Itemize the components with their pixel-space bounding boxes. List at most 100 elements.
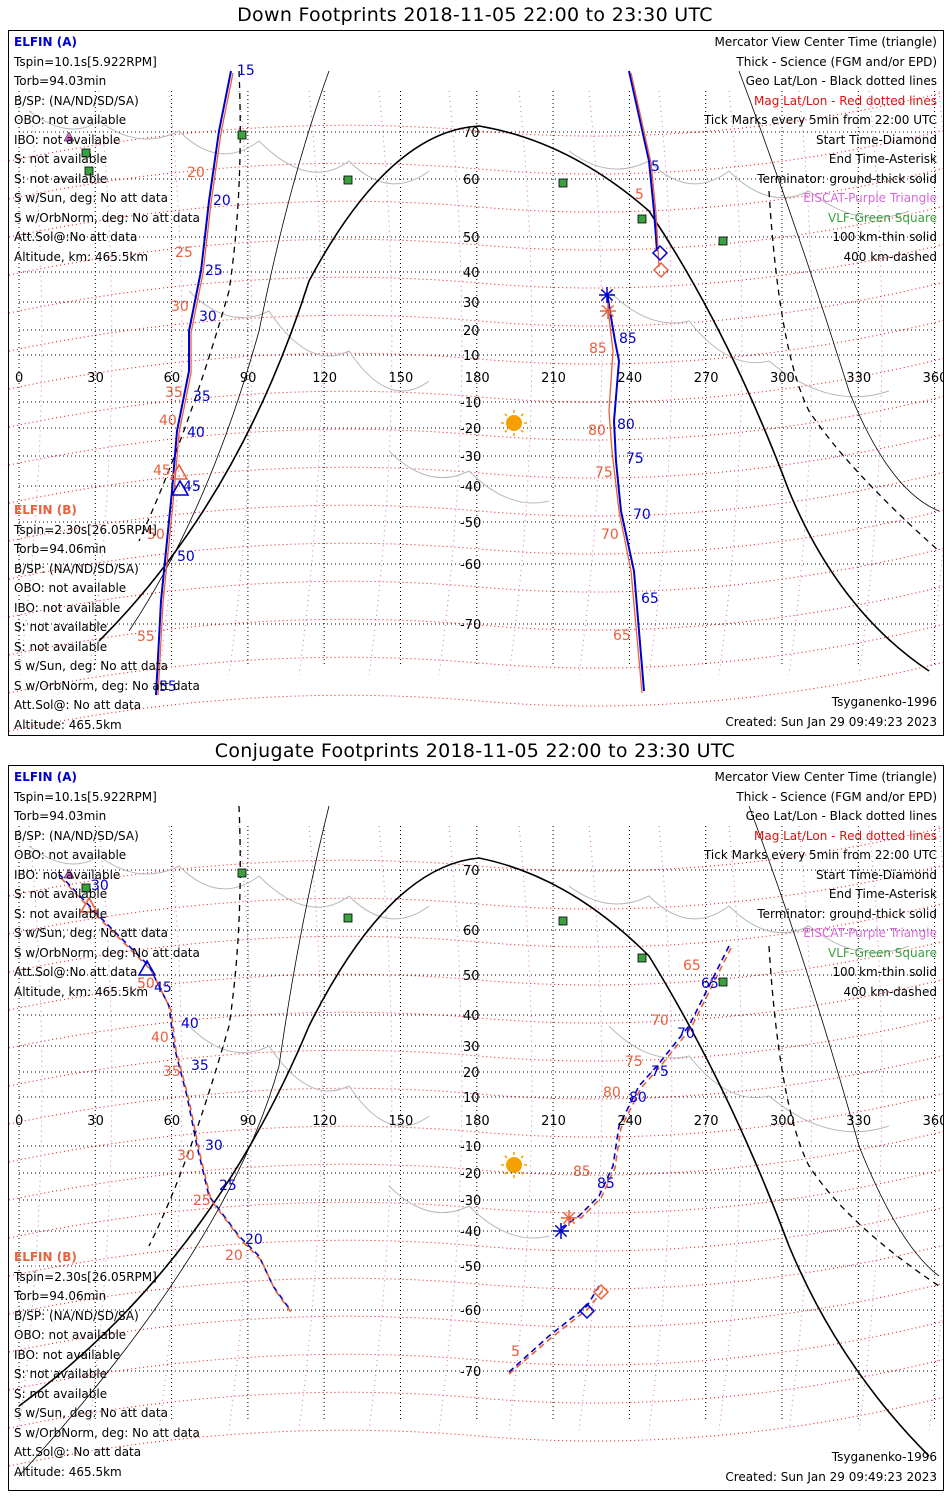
track-tick-label: 85	[619, 331, 637, 347]
mag-parallel	[9, 243, 943, 314]
track-tick-label: 20	[187, 165, 205, 181]
track-tick-label: 5	[651, 159, 660, 175]
map-markers	[63, 130, 728, 496]
lat-tick-label: 60	[463, 924, 480, 939]
legend-100km: 100 km-thin solid	[832, 230, 937, 244]
coastlines	[28, 110, 910, 504]
lon-tick-label: 30	[87, 371, 104, 386]
mag-meridian	[858, 825, 883, 1431]
mag-meridian	[578, 90, 603, 676]
elfin-a-track-east	[628, 70, 658, 252]
elfin-a-s1: S: not available	[14, 887, 108, 901]
track-tick-label: 30	[91, 878, 109, 894]
track-tick-label: 5	[635, 187, 644, 203]
lat-tick-label: -70	[460, 1365, 481, 1380]
vlf-station-square	[558, 178, 568, 188]
lat-tick-label: 50	[463, 231, 480, 246]
mag-parallel	[9, 661, 943, 732]
track-tick-label: 25	[193, 1193, 211, 1209]
geo-grid-lines	[18, 91, 936, 665]
lon-tick-label: 120	[312, 1114, 337, 1129]
map-legend: Mercator View Center Time (triangle) Thi…	[704, 33, 937, 267]
mag-parallel	[9, 826, 943, 897]
coastline	[28, 845, 430, 920]
elfin-a-spin: Tspin=10.1s[5.922RPM]	[14, 54, 157, 69]
coastline	[388, 1185, 550, 1239]
track-tick-label: 80	[629, 1090, 647, 1106]
asterisk-stroke	[562, 1211, 576, 1225]
track-tick-label: 80	[617, 417, 635, 433]
lon-tick-label: 300	[770, 371, 795, 386]
mag-parallel	[9, 357, 943, 428]
elfin-b-spin: Tspin=2.30s[26.05RPM]	[14, 1269, 157, 1284]
vlf-station-square	[84, 166, 94, 176]
elfin-b-s2: S: not available	[14, 1386, 108, 1401]
elfin-a-torb: Torb=94.03min	[14, 74, 107, 88]
lat-tick-label: 70	[463, 864, 480, 879]
track-tick-label: 30	[199, 309, 217, 325]
elfin-b-s1: S: not available	[14, 620, 108, 634]
vlf-station-square	[237, 130, 247, 140]
elfin-a-s1: S: not available	[14, 152, 108, 166]
elfin-b-header: ELFIN (B)	[14, 503, 77, 517]
elfin-b-sun: S w/Sun, deg: No att data	[14, 1406, 168, 1420]
track-tick-label: 45	[153, 463, 171, 479]
down-footprints-map: 15 20 25 30 35 40 45 50 55 20 25 30 35 40 45 50 55 5 85 80 7…	[8, 30, 944, 736]
elfin-a-s2: S: not available	[14, 171, 108, 186]
terminator-lines	[98, 70, 940, 672]
terminator-400km	[148, 805, 241, 1247]
elfin-b-info: ELFIN (B) Tspin=2.30s[26.05RPM] Torb=94.…	[14, 501, 200, 735]
track-tick-label: 75	[651, 1064, 669, 1080]
legend-ticks: Tick Marks every 5min from 22:00 UTC	[703, 113, 937, 127]
asterisk-stroke	[554, 1224, 568, 1238]
lat-tick-label: 50	[463, 969, 480, 984]
lat-tick-label: -30	[460, 1194, 481, 1209]
mag-meridian	[368, 825, 393, 1431]
track-tick-label: 65	[701, 976, 719, 992]
mag-parallel	[9, 471, 943, 542]
lat-tick-label: 40	[463, 266, 480, 281]
elfin-a-track-south	[508, 1285, 600, 1373]
sun-ray	[504, 1171, 508, 1175]
lon-tick-label: 270	[694, 1114, 719, 1129]
vlf-station-square	[81, 883, 91, 893]
elfin-a-info: ELFIN (A) Tspin=10.1s[5.922RPM] Torb=94.…	[14, 768, 200, 1002]
mag-grid-lines	[9, 90, 943, 732]
start-time-diamond	[592, 1283, 610, 1301]
mag-meridian	[438, 825, 463, 1431]
lat-tick-label: 40	[463, 1009, 480, 1024]
axis-labels: 0 30 60 90 120 150 180 210 240 270 300 330 360 70 60 50…	[15, 126, 943, 633]
sun-ray	[520, 1155, 524, 1159]
sun-icon	[501, 1152, 527, 1178]
mag-parallel	[9, 433, 943, 504]
track-tick-label: 70	[633, 507, 651, 523]
legend-mercator: Mercator View Center Time (triangle)	[714, 35, 937, 49]
created-timestamp: Created: Sun Jan 29 09:49:23 2023	[725, 1470, 937, 1484]
mag-meridian	[788, 825, 813, 1431]
axis-labels: 0 30 60 90 120 150 180 210 240 270 300 330 360 70 60 50…	[15, 864, 943, 1380]
lon-tick-label: 120	[312, 371, 337, 386]
lat-tick-label: -50	[460, 1260, 481, 1275]
elfin-a-orbnorm: S w/OrbNorm, deg: No att data	[14, 945, 200, 960]
mag-parallel	[9, 978, 943, 1049]
legend-end: End Time-Asterisk	[828, 152, 937, 166]
legend-400km: 400 km-dashed	[843, 249, 937, 264]
elfin-b-bsp: B/SP: (NA/ND/SD/SA)	[14, 561, 139, 576]
track-tick-label: 30	[177, 1148, 195, 1164]
track-tick-label: 80	[588, 423, 606, 439]
elfin-b-info: ELFIN (B) Tspin=2.30s[26.05RPM] Torb=94.…	[14, 1248, 200, 1482]
terminator-ground	[18, 857, 930, 1457]
legend-vlf: VLF-Green Square	[828, 210, 937, 225]
elfin-a-info: ELFIN (A) Tspin=10.1s[5.922RPM] Torb=94.…	[14, 33, 200, 267]
track-tick-label: 40	[159, 413, 177, 429]
model-label: Tsyganenko-1996	[831, 695, 937, 709]
track-tick-label: 45	[154, 980, 172, 996]
lat-tick-label: 10	[463, 1091, 480, 1106]
lon-tick-label: 360	[923, 1114, 943, 1129]
lat-tick-label: 60	[463, 173, 480, 188]
elfin-b-attsol: Att.Sol@: No att data	[14, 1445, 142, 1459]
lat-tick-label: -40	[460, 1225, 481, 1240]
terminator-400km	[768, 190, 940, 552]
vlf-station-square	[718, 977, 728, 987]
conjugate-footprints-map: 30 45 40 35 30 25 20 50 40 35 30 25 20 65 70 75 80 85 65 70…	[8, 765, 944, 1491]
